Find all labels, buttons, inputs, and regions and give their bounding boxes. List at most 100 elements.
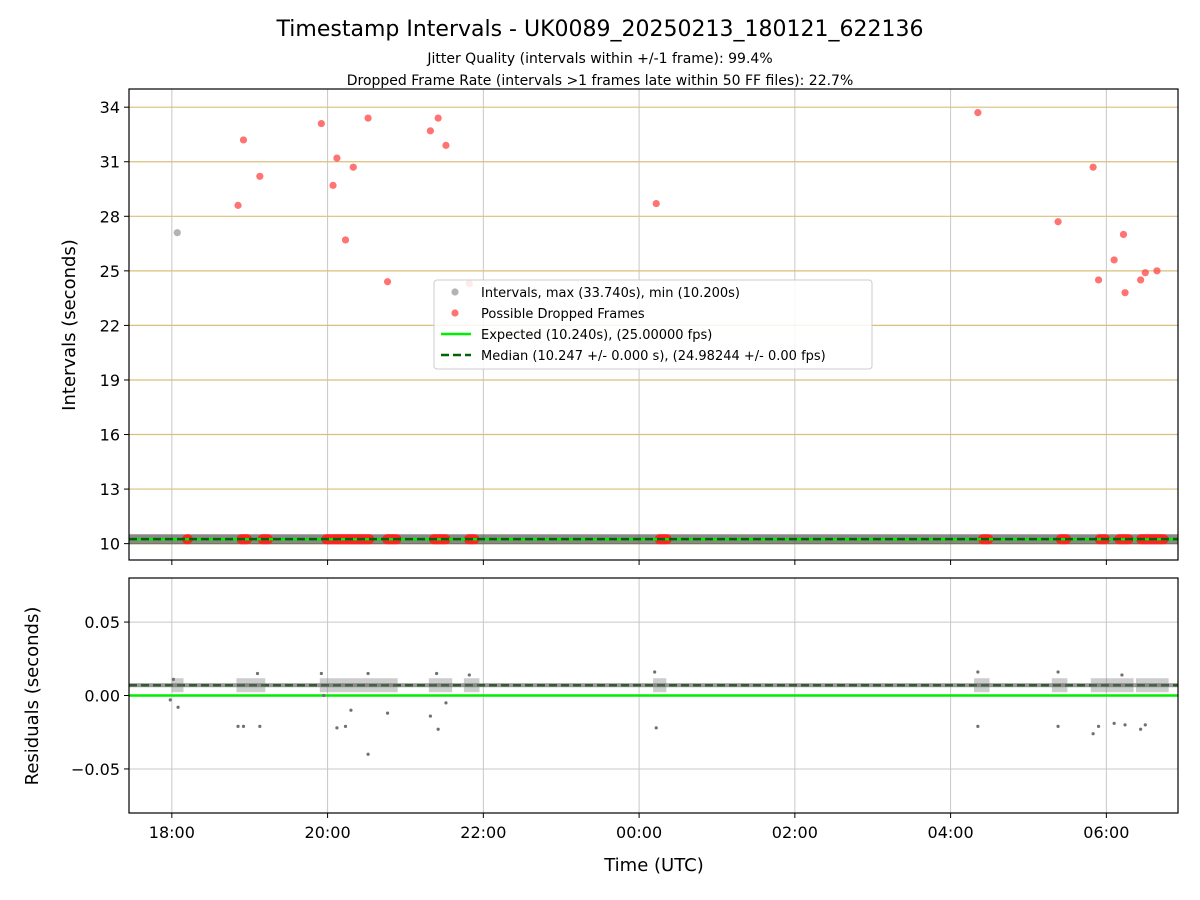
residuals-y-axis-label: Residuals (seconds)	[22, 607, 43, 786]
dropped-frame-point-15	[974, 109, 982, 117]
residual-point-24	[1056, 724, 1060, 728]
chart-title: Timestamp Intervals - UK0089_20250213_18…	[276, 17, 924, 42]
dropped-frame-point-9	[383, 278, 392, 286]
residual-point-0	[168, 698, 172, 702]
legend-dropped-label: Possible Dropped Frames	[481, 307, 645, 322]
time-xtick-label-4: 02:00	[772, 823, 818, 842]
residual-point-23	[976, 670, 980, 674]
residuals-y-ticks: 0.05 0.00 −0.05	[71, 613, 129, 779]
residual-point-5	[258, 724, 262, 728]
residual-point-9	[335, 726, 339, 730]
residual-cluster-7	[1051, 678, 1068, 693]
residual-cluster-8	[1090, 678, 1134, 693]
intervals-ytick-label-7: 31	[100, 153, 120, 172]
dropped-frame-point-23	[1141, 269, 1149, 277]
legend-intervals-marker	[451, 288, 459, 296]
dropped-frame-point-17	[1089, 163, 1097, 171]
dropped-frame-point-18	[1094, 276, 1103, 284]
time-xtick-label-3: 00:00	[616, 823, 662, 842]
intervals-y-ticks: 10 13 16 19 22 25 28 31 34	[100, 98, 129, 554]
residual-point-4	[241, 724, 246, 728]
legend-box	[433, 279, 873, 370]
dropped-frame-point-16	[1054, 218, 1062, 226]
time-xtick-label-6: 06:00	[1083, 823, 1129, 842]
time-xtick-label-0: 18:00	[149, 823, 195, 842]
legend-median-label: Median (10.247 +/- 0.000 s), (24.98244 +…	[481, 349, 826, 364]
dropped-frame-point-14	[652, 199, 660, 208]
dropped-frame-point-1	[239, 136, 248, 144]
intervals-plot-frame	[128, 88, 1179, 561]
residual-cluster-4	[463, 678, 480, 693]
residual-point-6	[255, 671, 260, 676]
dropped-frame-point-3	[317, 119, 325, 128]
residual-point-10	[343, 724, 348, 728]
residual-point-13	[366, 671, 370, 676]
dropped-frame-point-21	[1121, 289, 1129, 297]
residual-point-8	[322, 693, 326, 698]
intervals-ytick-label-1: 13	[100, 480, 120, 499]
legend-expected-label: Expected (10.240s), (25.00000 fps)	[481, 328, 712, 343]
residuals-ytick-label-1: 0.00	[84, 687, 120, 706]
dropped-frame-point-2	[256, 172, 264, 180]
dropped-frame-point-20	[1119, 230, 1128, 239]
time-xtick-label-2: 22:00	[460, 823, 506, 842]
residual-point-20	[654, 726, 658, 730]
residual-point-11	[349, 708, 353, 712]
dropped-frame-point-4	[329, 181, 337, 189]
residuals-reference-lines	[129, 683, 1178, 697]
dropped-frame-point-12	[442, 141, 450, 149]
residual-cluster-3	[428, 678, 453, 693]
intervals-gridlines	[129, 89, 1178, 560]
dropped-frame-point-5	[333, 154, 341, 162]
residual-point-7	[319, 671, 323, 676]
residual-point-17	[435, 671, 439, 676]
residual-point-16	[436, 727, 440, 731]
residual-point-3	[236, 724, 240, 728]
intervals-ytick-label-5: 25	[100, 262, 120, 281]
dropped-frame-point-0	[234, 201, 242, 209]
time-xtick-label-1: 20:00	[305, 823, 351, 842]
residual-point-12	[366, 752, 370, 756]
residual-point-30	[1139, 727, 1143, 731]
residual-point-14	[385, 711, 390, 715]
residual-point-28	[1112, 721, 1116, 726]
intervals-ytick-label-6: 28	[100, 207, 120, 226]
residual-cluster-0	[171, 678, 184, 693]
intervals-ytick-label-3: 19	[100, 371, 120, 390]
residuals-median-band	[129, 683, 1178, 688]
residual-cluster-6	[973, 678, 990, 693]
time-xtick-label-5: 04:00	[928, 823, 974, 842]
residual-point-1	[171, 677, 175, 681]
dropped-frame-point-7	[349, 163, 357, 171]
dropped-frame-point-22	[1137, 276, 1145, 284]
residuals-ytick-label-2: −0.05	[71, 760, 120, 779]
dropped-frame-rate-subtitle: Dropped Frame Rate (intervals >1 frames …	[347, 73, 854, 89]
residual-cluster-9	[1135, 678, 1169, 693]
residual-point-26	[1091, 732, 1095, 736]
intervals-x-ticks	[171, 560, 1107, 565]
dropped-frame-point-6	[341, 236, 350, 244]
time-axis-label: Time (UTC)	[603, 855, 704, 876]
intervals-ytick-label-0: 10	[100, 535, 120, 554]
residual-point-19	[467, 673, 471, 677]
residual-point-27	[1096, 724, 1101, 728]
jitter-quality-subtitle: Jitter Quality (intervals within +/-1 fr…	[426, 51, 772, 67]
intervals-panel: 10 13 16 19 22 25 28 31 34 Intervals (seconds)	[59, 88, 1179, 565]
dropped-frame-point-8	[364, 114, 372, 122]
residuals-panel: 0.05 0.00 −0.05 18:00 20:00 22:00 00:00 02:00 0…	[22, 577, 1179, 876]
intervals-ytick-label-4: 22	[100, 316, 120, 335]
residual-point-21	[653, 670, 657, 674]
dropped-frame-point-24	[1153, 267, 1161, 275]
residual-point-32	[1120, 673, 1124, 677]
residual-point-31	[1143, 723, 1147, 727]
legend-intervals-label: Intervals, max (33.740s), min (10.200s)	[481, 286, 740, 301]
residual-point-18	[444, 701, 448, 705]
legend: Intervals, max (33.740s), min (10.200s) …	[433, 279, 873, 370]
intervals-y-axis-label: Intervals (seconds)	[59, 239, 80, 411]
residual-cluster-1	[236, 678, 266, 693]
residual-point-29	[1123, 723, 1127, 727]
residual-point-2	[176, 705, 180, 709]
residuals-points	[168, 670, 1169, 756]
dropped-frame-point-19	[1110, 256, 1118, 264]
